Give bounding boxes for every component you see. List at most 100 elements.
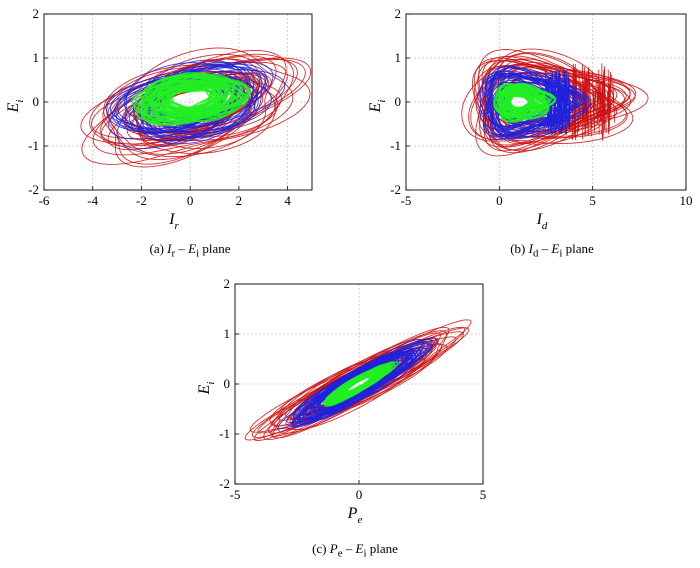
series-green-trajectory <box>143 74 252 126</box>
y-tick-label: 1 <box>33 50 40 65</box>
y-tick-label: -2 <box>219 476 230 491</box>
series-blue-trajectory <box>308 355 414 418</box>
series-red-spike <box>588 67 592 137</box>
x-tick-label: 5 <box>480 487 487 502</box>
x-tick-label: 0 <box>187 193 194 208</box>
series-red-spike <box>574 71 577 133</box>
series-blue-trajectory <box>298 353 417 422</box>
y-tick-label: 0 <box>33 94 40 109</box>
series-blue-trajectory <box>277 338 424 429</box>
series-red-spike <box>599 81 603 123</box>
series-green-trajectory <box>345 373 376 393</box>
x-tick-label: 0 <box>496 193 503 208</box>
series-red-trajectory <box>251 330 448 438</box>
series-blue-trajectory <box>286 340 424 423</box>
series-red-trajectory <box>81 47 311 165</box>
series-green-trajectory <box>133 72 241 119</box>
y-axis-label: Ei <box>367 100 388 114</box>
series-green-trajectory <box>333 366 389 400</box>
series-group <box>461 48 649 157</box>
series-blue-trajectory <box>477 72 575 138</box>
series-group <box>244 319 472 441</box>
series-blue-trajectory <box>116 64 259 133</box>
y-tick-label: -2 <box>390 182 401 197</box>
series-green-trajectory <box>131 73 235 123</box>
x-tick-label: 2 <box>236 193 243 208</box>
series-blue-trajectory <box>116 66 266 140</box>
x-tick-label: 5 <box>589 193 596 208</box>
series-blue-spike <box>567 78 570 126</box>
y-tick-label: 0 <box>395 94 402 109</box>
series-red-trajectory <box>263 331 464 441</box>
series-green-trajectory <box>338 370 383 399</box>
series-red-spike <box>585 74 588 130</box>
series-green-trajectory <box>330 369 384 402</box>
series-blue-spike <box>549 71 552 133</box>
series-red-spike <box>592 91 595 113</box>
series-green-trajectory <box>494 83 549 120</box>
chart-a-svg: -6 -4 -2 0 2 4 -2 -1 0 1 2 Ir Ei <box>5 6 313 232</box>
x-tick-label: 10 <box>680 193 693 208</box>
series-red-spike <box>601 71 605 133</box>
series-red-trajectory <box>478 58 618 137</box>
y-axis-label: Ei <box>5 100 26 114</box>
y-tick-label: 0 <box>224 376 231 391</box>
x-tick-label: -6 <box>39 193 50 208</box>
caption-c: (c) Pe – Ei plane <box>312 541 398 560</box>
series-blue-spike <box>565 69 568 135</box>
x-tick-label: -2 <box>136 193 147 208</box>
series-green-trajectory <box>148 79 244 123</box>
series-red-spike <box>600 82 602 122</box>
series-blue-trajectory <box>313 352 410 409</box>
series-red-trajectory <box>479 55 632 148</box>
x-tick-label: 0 <box>356 487 363 502</box>
caption-a: (a) Ir – Ei plane <box>149 241 231 260</box>
series-red-trajectory <box>253 339 448 441</box>
series-blue-trajectory <box>487 76 576 134</box>
y-tick-label: -1 <box>219 426 230 441</box>
series-blue-trajectory <box>292 338 433 420</box>
y-tick-label: 2 <box>33 6 40 21</box>
y-tick-label: 2 <box>224 276 231 291</box>
chart-panel-b: -5 0 5 10 -2 -1 0 1 2 Id Ei <box>360 0 695 240</box>
chart-panel-a: -6 -4 -2 0 2 4 -2 -1 0 1 2 Ir Ei <box>0 0 330 240</box>
series-red-spike <box>608 84 612 120</box>
series-green-trajectory <box>503 87 545 116</box>
series-red-spike <box>607 85 610 119</box>
chart-panel-c: -5 0 5 -2 -1 0 1 2 Pe Ei <box>185 270 505 535</box>
x-axis-label: Ir <box>168 211 179 232</box>
series-green-trajectory <box>497 82 557 123</box>
series-red-spike <box>606 91 609 113</box>
series-blue-trajectory <box>300 347 415 416</box>
x-tick-label: 4 <box>284 193 291 208</box>
series-red-trajectory <box>468 52 628 140</box>
series-blue-spike <box>558 76 563 128</box>
series-red-spike <box>612 81 616 123</box>
series-blue-trajectory <box>125 71 249 132</box>
series-red-trajectory <box>99 58 276 145</box>
series-red-spike <box>584 85 587 119</box>
x-tick-label: -4 <box>87 193 98 208</box>
series-red-trajectory <box>92 53 294 156</box>
series-blue-trajectory <box>488 77 575 134</box>
series-green-trajectory <box>156 84 221 114</box>
y-tick-label: 1 <box>224 326 231 341</box>
x-tick-label: -5 <box>401 193 412 208</box>
y-tick-label: 2 <box>395 6 402 21</box>
series-red-spike <box>596 91 600 113</box>
series-green-trajectory <box>322 363 389 406</box>
chart-b-svg: -5 0 5 10 -2 -1 0 1 2 Id Ei <box>367 6 693 232</box>
series-red-trajectory <box>244 326 450 441</box>
series-blue-spike <box>559 75 564 129</box>
series-group <box>80 47 312 168</box>
y-axis-label: Ei <box>196 382 217 396</box>
series-blue-trajectory <box>105 61 274 145</box>
y-tick-label: -2 <box>28 182 39 197</box>
series-green-trajectory <box>166 88 215 111</box>
series-red-trajectory <box>90 55 277 150</box>
x-axis-label: Pe <box>347 505 363 526</box>
caption-b: (b) Id – Ei plane <box>510 241 594 260</box>
chart-c-svg: -5 0 5 -2 -1 0 1 2 Pe Ei <box>196 276 487 526</box>
series-green-trajectory <box>171 89 214 110</box>
series-blue-trajectory <box>304 352 418 420</box>
